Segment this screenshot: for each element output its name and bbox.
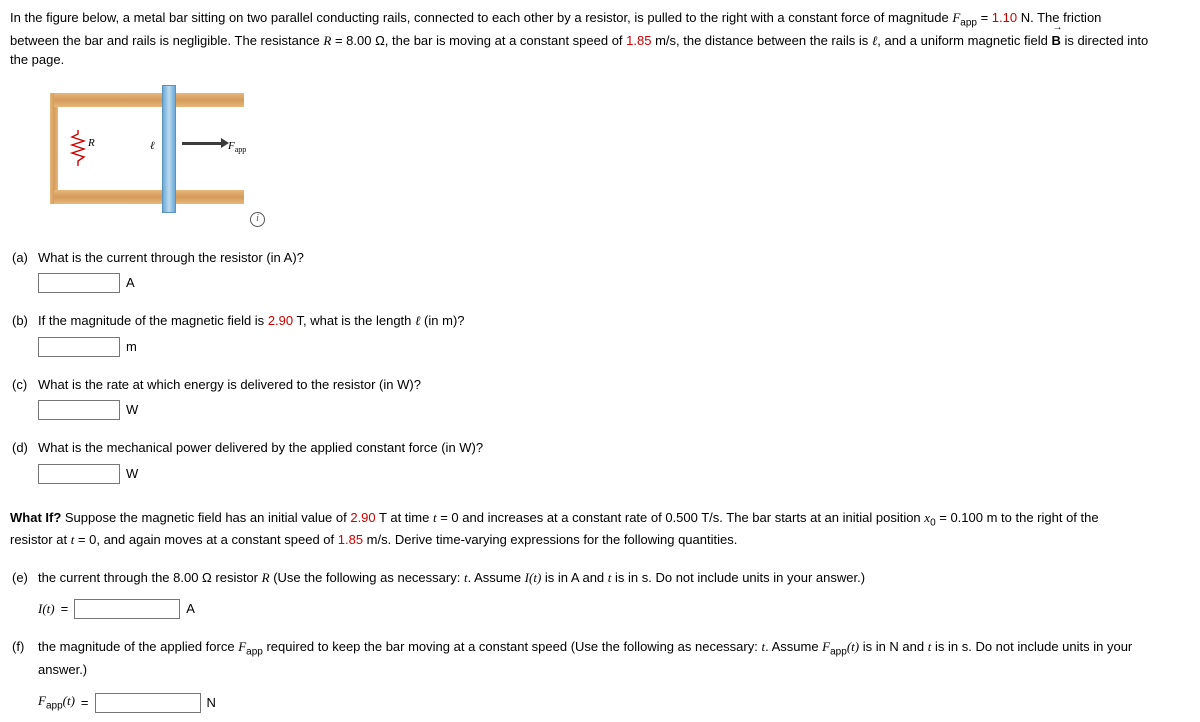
value-1.10: 1.10 bbox=[992, 10, 1017, 25]
value-2.90: 2.90 bbox=[268, 313, 293, 328]
question-text: What is the rate at which energy is deli… bbox=[38, 375, 1190, 395]
part-label: (d) bbox=[10, 438, 38, 484]
I-of-t: I(t) bbox=[38, 599, 55, 619]
sliding-bar bbox=[162, 85, 176, 213]
force-arrow bbox=[182, 142, 222, 145]
question-text: What is the mechanical power delivered b… bbox=[38, 438, 1190, 458]
ell-label: ℓ bbox=[150, 138, 155, 155]
unit-label: W bbox=[126, 464, 138, 484]
info-icon[interactable]: i bbox=[250, 212, 265, 227]
unit-label: A bbox=[186, 599, 195, 619]
Fapp-label: Fapp bbox=[228, 138, 246, 156]
B-vector: B bbox=[1051, 31, 1060, 51]
part-d: (d) What is the mechanical power deliver… bbox=[10, 438, 1190, 484]
Fapp-of-t: Fapp(t) bbox=[38, 691, 75, 714]
unit-label: A bbox=[126, 273, 135, 293]
rail-connector bbox=[50, 93, 58, 204]
what-if-label: What If? bbox=[10, 510, 61, 525]
R-label: R bbox=[88, 135, 95, 152]
unit-label: W bbox=[126, 400, 138, 420]
unit-label: N bbox=[207, 693, 216, 713]
top-rail bbox=[54, 93, 244, 107]
question-text: What is the current through the resistor… bbox=[38, 248, 1190, 268]
part-label: (b) bbox=[10, 311, 38, 357]
value-1.85: 1.85 bbox=[338, 532, 363, 547]
part-label: (a) bbox=[10, 248, 38, 294]
problem-intro: In the figure below, a metal bar sitting… bbox=[10, 8, 1190, 70]
value-1.85: 1.85 bbox=[626, 33, 651, 48]
intro-text: , and a uniform magnetic field bbox=[877, 33, 1051, 48]
part-e: (e) the current through the 8.00 Ω resis… bbox=[10, 568, 1190, 620]
intro-text: between the bar and rails is negligible.… bbox=[10, 33, 323, 48]
eq: = bbox=[977, 10, 992, 25]
answer-input-a[interactable] bbox=[38, 273, 120, 293]
question-text: the magnitude of the applied force Fapp … bbox=[38, 637, 1190, 679]
intro-text: = 8.00 Ω, the bar is moving at a constan… bbox=[331, 33, 626, 48]
question-text: the current through the 8.00 Ω resistor … bbox=[38, 568, 1190, 588]
part-label: (e) bbox=[10, 568, 38, 620]
answer-input-e[interactable] bbox=[74, 599, 180, 619]
part-c: (c) What is the rate at which energy is … bbox=[10, 375, 1190, 421]
answer-input-b[interactable] bbox=[38, 337, 120, 357]
circuit-figure: R ℓ Fapp i bbox=[50, 80, 270, 230]
part-f: (f) the magnitude of the applied force F… bbox=[10, 637, 1190, 714]
resistor-symbol bbox=[68, 130, 88, 166]
unit-label: m bbox=[126, 337, 137, 357]
bottom-rail bbox=[54, 190, 244, 204]
intro-text: m/s, the distance between the rails is bbox=[651, 33, 871, 48]
answer-input-c[interactable] bbox=[38, 400, 120, 420]
part-label: (c) bbox=[10, 375, 38, 421]
answer-input-f[interactable] bbox=[95, 693, 201, 713]
intro-text: the page. bbox=[10, 52, 64, 67]
answer-input-d[interactable] bbox=[38, 464, 120, 484]
question-text: If the magnitude of the magnetic field i… bbox=[38, 311, 1190, 331]
part-label: (f) bbox=[10, 637, 38, 714]
part-a: (a) What is the current through the resi… bbox=[10, 248, 1190, 294]
intro-text: In the figure below, a metal bar sitting… bbox=[10, 10, 952, 25]
part-b: (b) If the magnitude of the magnetic fie… bbox=[10, 311, 1190, 357]
intro-text: is directed into bbox=[1061, 33, 1148, 48]
what-if-section: What If? Suppose the magnetic field has … bbox=[10, 508, 1190, 550]
app-sub: app bbox=[960, 18, 977, 29]
value-2.90: 2.90 bbox=[350, 510, 375, 525]
